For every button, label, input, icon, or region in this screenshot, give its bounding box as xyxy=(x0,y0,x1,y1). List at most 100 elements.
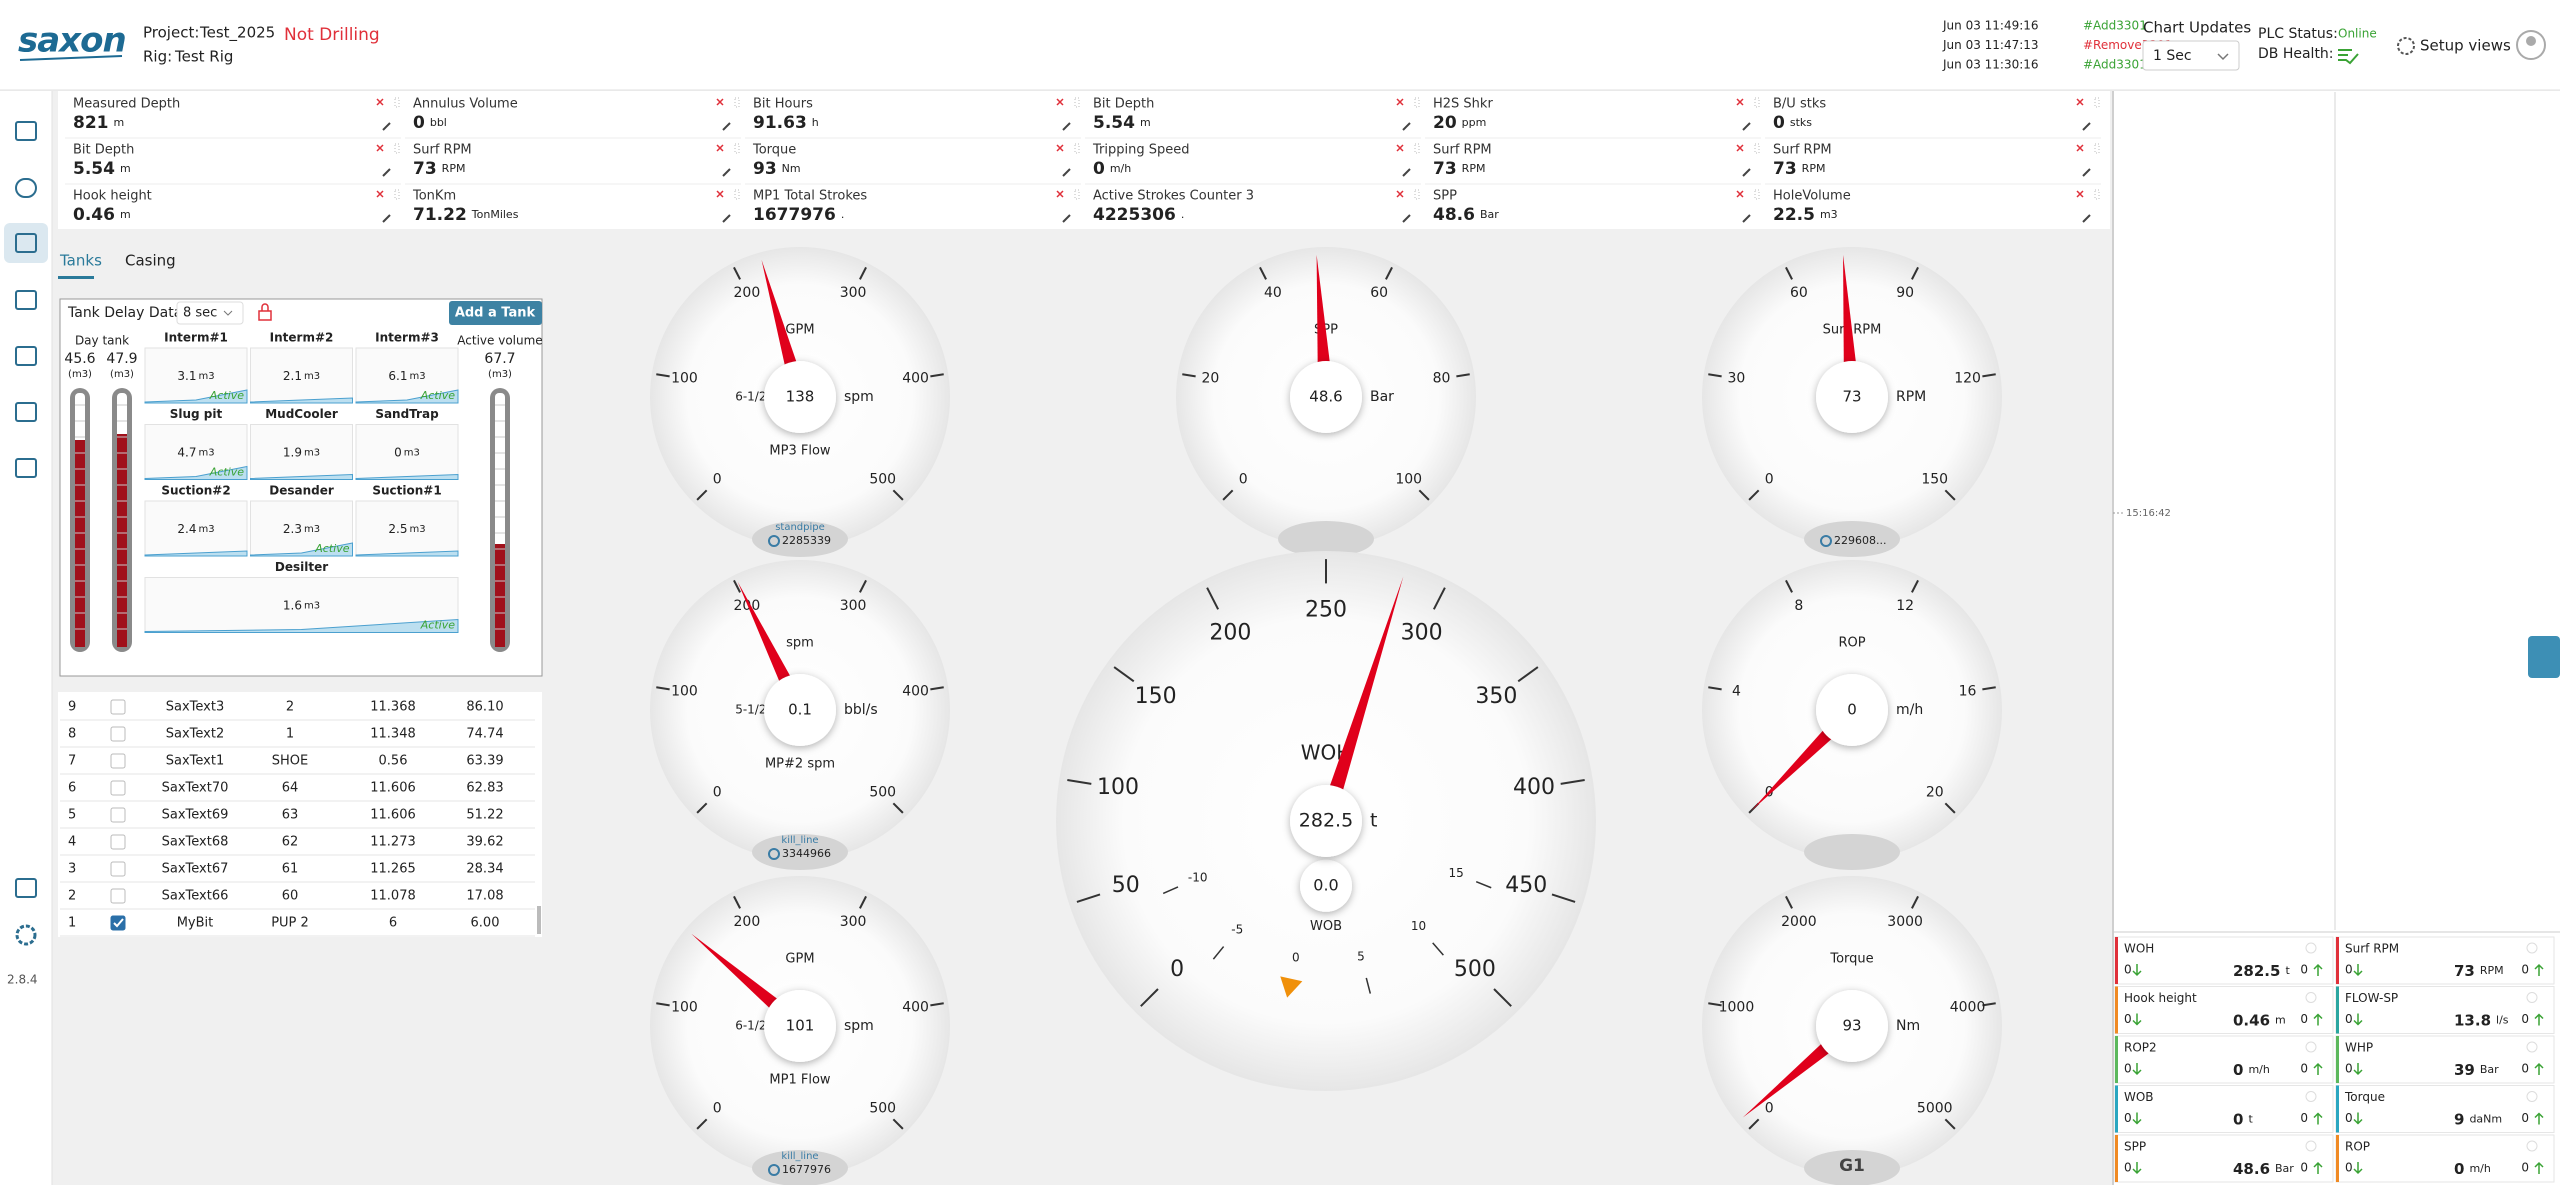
metric-edit[interactable] xyxy=(1062,122,1071,131)
sidebar-icon[interactable] xyxy=(15,878,37,898)
metric-edit[interactable] xyxy=(722,168,731,177)
event-tag: #Add3301 xyxy=(2083,58,2147,72)
footer-icon xyxy=(768,1164,780,1176)
row-checkbox[interactable] xyxy=(110,699,126,715)
sidebar-icon[interactable] xyxy=(15,458,37,478)
tank-trend xyxy=(355,389,459,404)
metric-remove[interactable] xyxy=(1736,190,1744,198)
metric-remove[interactable] xyxy=(1396,190,1404,198)
sidebar-icon[interactable] xyxy=(15,402,37,422)
row-checkbox[interactable] xyxy=(110,888,126,904)
metric-edit[interactable] xyxy=(1402,168,1411,177)
metric-unit: stks xyxy=(1790,116,1812,129)
metric-remove[interactable] xyxy=(2076,98,2084,106)
gauge-tick-label: 16 xyxy=(1959,684,1977,700)
settings-icon[interactable] xyxy=(15,924,37,946)
tank-trend xyxy=(144,618,459,633)
metric-edit[interactable] xyxy=(1742,168,1751,177)
metric-reading: 0 m/h xyxy=(1093,159,1131,179)
table-cell: SaxText1 xyxy=(166,754,224,769)
metric-edit[interactable] xyxy=(1742,122,1751,131)
metric-remove[interactable] xyxy=(376,190,384,198)
add-tank-label[interactable]: Add a Tank xyxy=(455,306,536,321)
metric-edit[interactable] xyxy=(1062,214,1071,223)
row-checkbox[interactable] xyxy=(110,753,126,769)
table-cell: 4 xyxy=(68,835,76,850)
tab[interactable]: Casing xyxy=(125,252,176,270)
metric-edit[interactable] xyxy=(2082,214,2091,223)
gauge-tick xyxy=(733,579,741,593)
inner-tick-label: 0 xyxy=(1292,951,1300,965)
sidebar-icon[interactable] xyxy=(15,233,37,253)
row-checkbox[interactable] xyxy=(110,726,126,742)
user-avatar[interactable] xyxy=(2516,30,2546,60)
row-checkbox[interactable] xyxy=(110,915,126,931)
card xyxy=(2114,986,2334,1034)
metric-remove[interactable] xyxy=(376,144,384,152)
metric-remove[interactable] xyxy=(716,98,724,106)
setup-views[interactable]: Setup views xyxy=(2420,37,2511,55)
gauge-tick-label: 60 xyxy=(1790,285,1808,301)
metric-remove[interactable] xyxy=(1396,144,1404,152)
metric-edit[interactable] xyxy=(1062,168,1071,177)
metric-remove[interactable] xyxy=(1056,144,1064,152)
tab[interactable]: Tanks xyxy=(59,252,102,270)
setup-gear[interactable] xyxy=(2397,37,2415,55)
delay-select[interactable] xyxy=(176,301,244,325)
metric-edit[interactable] xyxy=(722,122,731,131)
tank-unit: m3 xyxy=(304,524,320,535)
metric-remove[interactable] xyxy=(1736,144,1744,152)
tank-name: Slug pit xyxy=(170,407,223,421)
gauge-tick xyxy=(1113,666,1135,683)
sidebar-icon[interactable] xyxy=(15,290,37,310)
metric-edit[interactable] xyxy=(1402,122,1411,131)
metric-unit: RPM xyxy=(1802,162,1826,175)
inner-hub xyxy=(1300,859,1352,912)
metric-edit[interactable] xyxy=(2082,168,2091,177)
sidebar-icon[interactable] xyxy=(15,346,37,366)
table-cell: MyBit xyxy=(177,916,214,931)
row-checkbox[interactable] xyxy=(110,834,126,850)
metric-remove[interactable] xyxy=(1056,190,1064,198)
metric-edit[interactable] xyxy=(1742,214,1751,223)
metric-remove[interactable] xyxy=(716,190,724,198)
row-checkbox[interactable] xyxy=(110,807,126,823)
gauge-label: MP1 Flow xyxy=(769,1073,831,1088)
metric-edit[interactable] xyxy=(722,214,731,223)
metric-remove[interactable] xyxy=(1396,98,1404,106)
tank-value: 4.7 xyxy=(177,445,196,459)
add-tank-button[interactable] xyxy=(449,301,542,325)
sidebar-icon[interactable] xyxy=(15,178,37,198)
metric-remove[interactable] xyxy=(1056,98,1064,106)
metric-edit[interactable] xyxy=(1402,214,1411,223)
event-tag: #Add3301 xyxy=(2083,19,2147,33)
edge-tab[interactable] xyxy=(2528,636,2560,678)
row-checkbox[interactable] xyxy=(110,861,126,877)
chart-updates-select[interactable] xyxy=(2142,40,2240,71)
row-checkbox[interactable] xyxy=(110,780,126,796)
metric-label: Bit Depth xyxy=(73,143,134,158)
tank-unit: m3 xyxy=(409,524,425,535)
day-tank-value: 47.9 xyxy=(106,351,137,367)
db-health-icon xyxy=(2338,49,2359,65)
metric-edit[interactable] xyxy=(2082,122,2091,131)
metric-unit: . xyxy=(841,208,845,221)
metric-edit[interactable] xyxy=(382,214,391,223)
tank-level-fill xyxy=(495,544,505,647)
metric-remove[interactable] xyxy=(1736,98,1744,106)
metric-remove[interactable] xyxy=(376,98,384,106)
metric-remove[interactable] xyxy=(2076,190,2084,198)
metric-unit: h xyxy=(812,116,819,129)
footer-icon xyxy=(768,848,780,860)
gauge-tick xyxy=(696,802,708,814)
metric-remove[interactable] xyxy=(716,144,724,152)
sidebar-icon[interactable] xyxy=(15,121,37,141)
metric-remove[interactable] xyxy=(2076,144,2084,152)
card-reading: 13.8 l/s xyxy=(2454,1011,2509,1029)
metric-edit[interactable] xyxy=(382,168,391,177)
select-chevron xyxy=(223,310,233,316)
card-high: 0 xyxy=(2521,1111,2529,1125)
metric-value: 0 xyxy=(1773,113,1785,133)
metric-value: 0.46 xyxy=(73,205,115,225)
metric-edit[interactable] xyxy=(382,122,391,131)
